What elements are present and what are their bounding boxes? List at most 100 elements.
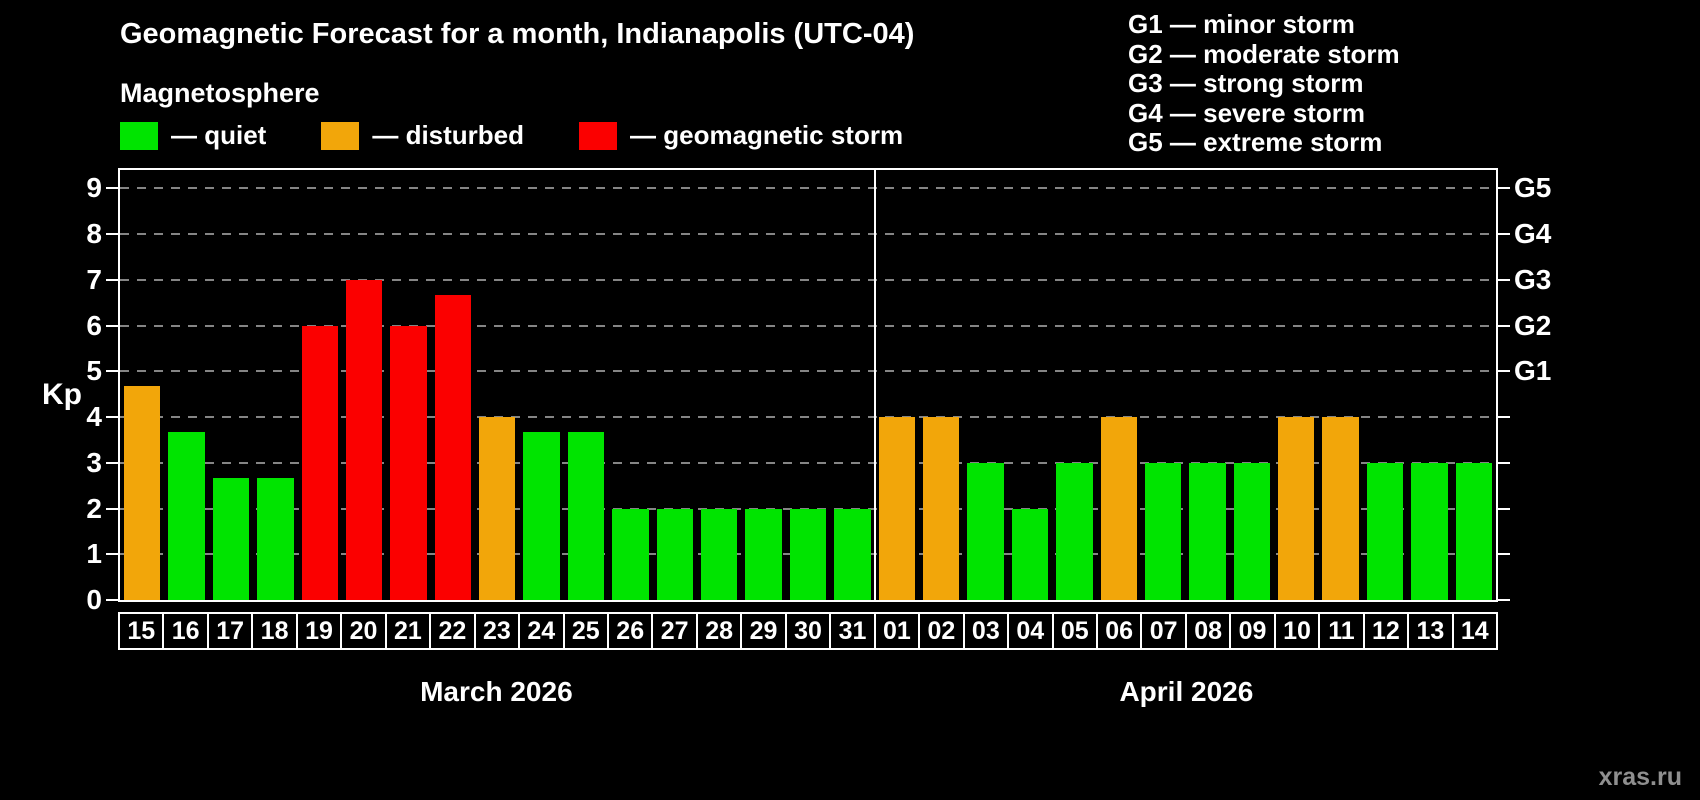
axis-tick <box>1498 324 1510 327</box>
g-legend-line-g5: G5 — extreme storm <box>1128 127 1383 157</box>
bar-day-16 <box>168 432 205 600</box>
day-label-11: 11 <box>1318 612 1365 650</box>
y-tick-label-7: 7 <box>86 263 102 295</box>
magnetosphere-legend: — quiet — disturbed — geomagnetic storm <box>120 120 903 151</box>
axis-tick <box>106 233 118 236</box>
plot-area <box>118 168 1498 602</box>
bar-day-20 <box>345 279 383 600</box>
day-label-12: 12 <box>1362 612 1410 650</box>
day-label-15: 15 <box>118 612 165 650</box>
day-label-03: 03 <box>962 612 1010 650</box>
day-label-13: 13 <box>1407 612 1454 650</box>
g-legend-line-g2: G2 — moderate storm <box>1128 38 1400 69</box>
month-label: March 2026 <box>420 676 573 707</box>
y-axis: 0 1 2 3 4 5 6 7 8 9 <box>40 170 102 615</box>
bar-day-24 <box>523 432 560 600</box>
bar-day-12 <box>1366 462 1404 600</box>
day-label-24: 24 <box>518 612 565 650</box>
bar-day-26 <box>612 508 649 600</box>
axis-tick <box>106 599 118 601</box>
bar-day-23 <box>479 417 516 600</box>
y-tick-label-5: 5 <box>86 355 102 387</box>
g-axis-label-G5: G5 <box>1514 172 1552 204</box>
y-axis-title: Kp <box>42 378 82 411</box>
day-label-04: 04 <box>1007 612 1054 650</box>
bar-day-14 <box>1455 462 1492 600</box>
g-axis-label-G2: G2 <box>1514 309 1552 341</box>
bar-day-19 <box>301 325 338 600</box>
gridline-kp-5 <box>120 370 1496 373</box>
day-label-26: 26 <box>606 612 654 650</box>
day-label-18: 18 <box>251 612 298 650</box>
bar-day-03 <box>967 462 1004 600</box>
g-axis-label-G3: G3 <box>1514 263 1552 295</box>
g-axis: G5 G4 G3 G2 G1 <box>1514 170 1634 600</box>
bar-day-22 <box>434 294 472 600</box>
y-tick-label-4: 4 <box>86 401 102 433</box>
day-label-01: 01 <box>873 612 921 650</box>
bar-day-29 <box>745 508 782 600</box>
axis-tick <box>106 370 118 373</box>
axis-tick <box>1498 187 1510 190</box>
day-label-05: 05 <box>1051 612 1098 650</box>
y-ticks-right <box>1498 170 1510 601</box>
bar-day-13 <box>1411 462 1448 600</box>
month-separator <box>873 170 876 600</box>
y-tick-label-1: 1 <box>86 538 102 570</box>
axis-tick <box>106 187 118 190</box>
gridline-kp-8 <box>120 233 1496 236</box>
bar-day-04 <box>1011 508 1049 600</box>
axis-tick <box>106 553 118 556</box>
axis-tick <box>106 461 118 464</box>
bar-day-27 <box>656 508 694 600</box>
day-label-07: 07 <box>1140 612 1187 650</box>
watermark: xras.ru <box>1598 763 1682 791</box>
gridline-kp-3 <box>120 461 1496 464</box>
legend-item-quiet: — quiet <box>120 120 266 151</box>
day-label-06: 06 <box>1095 612 1143 650</box>
chart-title: Geomagnetic Forecast for a month, Indian… <box>120 18 915 50</box>
axis-tick <box>1498 278 1510 281</box>
bar-day-10 <box>1278 417 1315 600</box>
gridline-kp-7 <box>120 278 1496 281</box>
bar-day-11 <box>1322 417 1359 600</box>
axis-tick <box>1498 461 1510 464</box>
day-label-16: 16 <box>162 612 209 650</box>
bar-day-17 <box>212 477 250 600</box>
bar-day-08 <box>1189 462 1226 600</box>
bar-day-31 <box>834 508 871 600</box>
legend-label-disturbed: — disturbed <box>372 120 525 150</box>
y-tick-label-9: 9 <box>86 172 102 204</box>
legend-swatch-quiet <box>120 121 158 150</box>
gridline-kp-9 <box>120 187 1496 190</box>
axis-tick <box>1498 416 1510 419</box>
gridline-kp-4 <box>120 416 1496 419</box>
axis-tick <box>1498 599 1510 601</box>
axis-tick <box>1498 233 1510 236</box>
day-label-09: 09 <box>1229 612 1276 650</box>
day-label-10: 10 <box>1273 612 1321 650</box>
y-ticks-left <box>106 170 118 601</box>
bar-day-06 <box>1100 417 1137 600</box>
bar-day-07 <box>1144 462 1182 600</box>
axis-tick <box>106 278 118 281</box>
day-label-02: 02 <box>918 612 965 650</box>
bar-day-25 <box>567 432 605 600</box>
g-legend-line-g3: G3 — strong storm <box>1128 68 1364 98</box>
g-axis-label-G1: G1 <box>1514 355 1552 387</box>
day-label-27: 27 <box>651 612 698 650</box>
g-legend-line-g1: G1 — minor storm <box>1128 9 1355 39</box>
bar-day-18 <box>257 477 294 600</box>
axis-tick <box>106 416 118 419</box>
axis-tick <box>106 507 118 510</box>
bar-day-02 <box>922 417 960 600</box>
legend-item-disturbed: — disturbed <box>321 120 524 151</box>
bar-day-09 <box>1233 462 1271 600</box>
day-label-14: 14 <box>1451 612 1499 650</box>
g-legend-line-g4: G4 — severe storm <box>1128 97 1366 128</box>
day-label-20: 20 <box>340 612 387 650</box>
axis-tick <box>1498 370 1510 373</box>
bar-day-15 <box>124 386 161 600</box>
day-axis: 15 16 17 18 19 20 21 22 23 24 25 26 27 28 29 30 31 01 02 03… <box>118 612 1499 650</box>
